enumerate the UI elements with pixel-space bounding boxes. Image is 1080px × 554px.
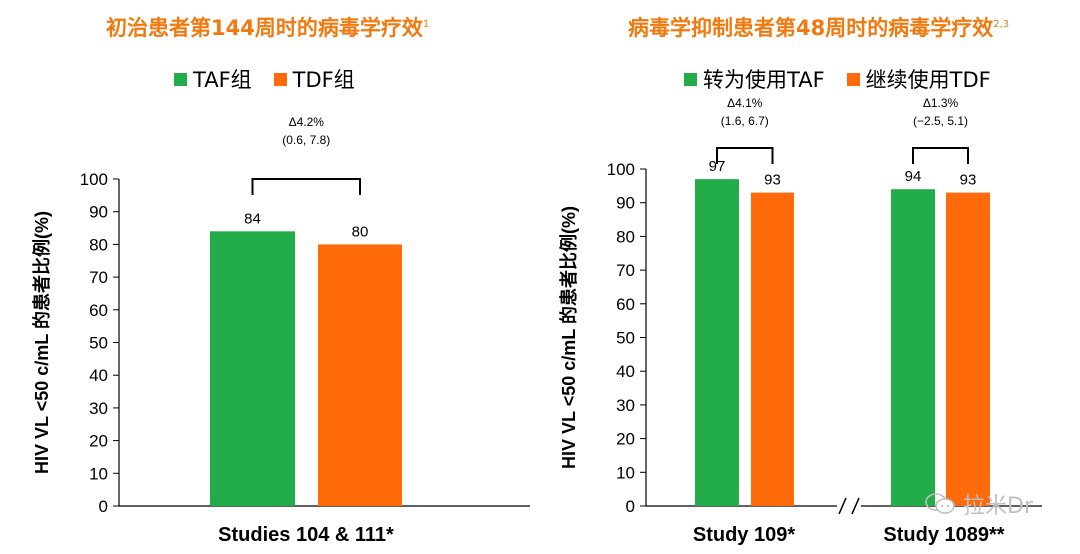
right-y-tick-label: 50 [616,329,635,348]
legend-label-tdf: TDF组 [292,68,355,92]
right-y-tick-label: 60 [616,295,635,314]
legend-item-tdf: TDF组 [273,64,355,94]
right-legend: 转为使用TAF 继续使用TDF [684,64,1013,94]
right-y-tick-label: 100 [607,160,635,179]
left-ci-label: (0.6, 7.8) [282,133,330,147]
right-title-superscript: 2,3 [993,19,1010,30]
chat-bubbles-icon [925,493,955,514]
right-y-tick-label: 10 [616,463,635,482]
watermark: 拉米Dr [925,488,1033,520]
right-y-tick-label: 70 [616,261,635,280]
right-y-tick-label: 20 [616,430,635,449]
right-bar-value-label: 94 [905,168,922,185]
right-bar-value-label: 93 [764,172,781,189]
right-bar-switch-taf-1 [695,179,739,507]
watermark-text: 拉米Dr [963,494,1033,519]
right-ci-label: (1.6, 6.7) [721,114,769,128]
left-bar-value-label: 80 [352,223,369,240]
right-axis-break-mark [851,497,860,515]
right-x-category-label: Study 109* [693,524,795,546]
legend-label-taf: TAF组 [193,68,252,92]
right-y-tick-label: 90 [616,194,635,213]
right-significance-bracket [912,147,969,164]
right-ci-label: (−2.5, 5.1) [913,114,968,128]
left-significance-bracket [251,178,361,195]
legend-swatch-taf [174,72,187,86]
left-y-tick-label: 30 [89,399,108,418]
left-y-tick-label: 60 [89,301,108,320]
right-y-tick-label: 30 [616,396,635,415]
left-y-tick-label: 40 [89,366,108,385]
legend-item-continue-tdf: 继续使用TDF [846,64,991,94]
right-chart-title: 病毒学抑制患者第48周时的病毒学疗效2,3 [628,12,1009,42]
left-delta-label: Δ4.2% [289,115,325,129]
left-title-text: 初治患者第144周时的病毒学疗效 [106,16,423,40]
legend-swatch-tdf [273,72,287,86]
right-bar-value-label: 97 [709,158,726,175]
left-y-tick-label: 10 [89,464,108,483]
legend-swatch-continue-tdf [846,72,860,86]
left-y-tick-label: 20 [89,432,108,451]
left-title-superscript: 1 [422,19,430,30]
left-y-tick-label: 70 [89,268,108,287]
left-y-axis-label: HIV VL <50 c/mL 的患者比例(%) [31,211,52,474]
right-y-tick-label: 40 [616,362,635,381]
left-x-category-label: Studies 104 & 111* [218,524,394,546]
left-y-tick-label: 100 [80,170,108,189]
left-legend: TAF组 TDF组 [174,64,377,94]
legend-item-switch-taf: 转为使用TAF [684,64,825,94]
right-bar-value-label: 93 [960,172,977,189]
legend-label-continue-tdf: 继续使用TDF [865,68,991,92]
legend-item-taf: TAF组 [174,64,252,94]
right-delta-label: Δ1.3% [923,96,959,110]
left-bar-value-label: 84 [244,210,261,227]
left-bar-taf-1 [210,231,295,506]
right-delta-label: Δ4.1% [727,96,763,110]
left-y-tick-label: 50 [89,334,108,353]
right-title-text: 病毒学抑制患者第48周时的病毒学疗效 [628,16,994,40]
left-y-tick-label: 90 [89,203,108,222]
right-axis-break-mark [838,497,847,515]
right-y-axis-label: HIV VL <50 c/mL 的患者比例(%) [558,206,579,469]
right-significance-bracket [716,147,774,164]
right-x-category-label: Study 1089** [883,524,1004,546]
left-y-tick-label: 80 [89,235,108,254]
right-bar-continue-tdf-1 [751,192,794,506]
left-y-tick-label: 0 [99,497,108,516]
left-bar-tdf-1 [318,244,402,506]
right-bar-switch-taf-2 [891,189,935,506]
left-chart-title: 初治患者第144周时的病毒学疗效1 [106,12,429,42]
legend-label-switch-taf: 转为使用TAF [703,68,825,92]
legend-swatch-switch-taf [684,72,697,86]
right-y-tick-label: 80 [616,227,635,246]
right-y-tick-label: 0 [626,497,635,516]
right-bar-continue-tdf-2 [946,192,990,506]
